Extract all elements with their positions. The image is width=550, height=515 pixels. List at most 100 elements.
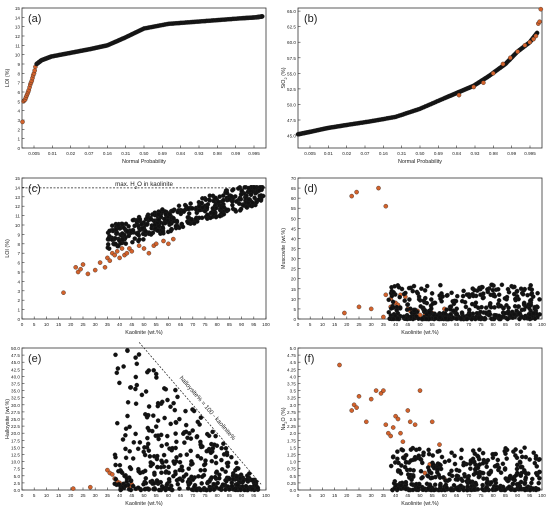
y-tick-label: 13 [15, 195, 21, 200]
data-point [529, 291, 534, 297]
data-point [198, 487, 204, 493]
data-point [150, 212, 155, 217]
x-tick-label: 0.84 [176, 151, 185, 156]
data-point [142, 468, 148, 474]
y-tick-label: 15 [291, 287, 297, 292]
data-point [529, 480, 534, 486]
data-point [468, 459, 474, 464]
data-point [403, 290, 408, 296]
y-tick-label: 12 [15, 204, 21, 209]
data-point [444, 485, 449, 490]
panel-label: (f) [304, 353, 314, 365]
data-point [412, 422, 418, 427]
data-point [123, 446, 128, 452]
y-tick-label: 52.5 [287, 87, 296, 92]
data-point [246, 185, 251, 191]
data-point [480, 482, 485, 488]
data-point [460, 293, 466, 299]
data-point [151, 368, 156, 373]
data-point [110, 472, 115, 477]
data-point [456, 92, 462, 98]
data-point [496, 298, 502, 303]
data-point [417, 388, 423, 393]
data-point [180, 468, 185, 473]
data-point [480, 486, 485, 492]
data-point [407, 467, 413, 473]
x-tick-label: 60 [166, 493, 172, 498]
data-point [123, 483, 128, 489]
y-axis-label: SiO2 (%) [281, 67, 288, 88]
data-point [255, 485, 261, 491]
y-tick-label: 2.0 [290, 431, 297, 436]
y-tick-label: 6 [17, 90, 20, 95]
data-point [234, 199, 239, 204]
data-point [184, 452, 190, 457]
data-point [206, 433, 212, 439]
data-point [523, 475, 529, 480]
y-tick-label: 10 [291, 297, 297, 302]
data-point [159, 458, 164, 463]
data-point [485, 457, 491, 463]
data-point [160, 225, 165, 230]
data-point [502, 448, 507, 454]
data-point [171, 400, 176, 406]
data-point [242, 487, 247, 493]
data-point [141, 482, 146, 487]
data-point [133, 401, 139, 406]
data-point [127, 449, 132, 454]
data-point [414, 313, 419, 319]
data-point [223, 446, 229, 451]
data-point [183, 422, 189, 428]
x-axis-label: Kaolinite (wt.%) [125, 501, 163, 507]
x-axis-label: Kaolinite (wt.%) [401, 501, 439, 507]
data-point [109, 223, 115, 228]
data-point [195, 419, 201, 425]
data-point [527, 457, 532, 462]
data-point [113, 352, 118, 358]
data-point [398, 430, 403, 436]
data-point [349, 408, 354, 413]
y-tick-label: 4.75 [287, 353, 296, 358]
y-tick-label: 25 [291, 267, 297, 272]
data-point [213, 460, 219, 466]
data-point [260, 14, 265, 19]
data-point [394, 308, 399, 313]
data-point [441, 475, 446, 480]
data-point [485, 287, 490, 292]
data-point [126, 224, 131, 229]
data-point [159, 443, 164, 449]
data-point [535, 290, 540, 296]
data-point [502, 296, 508, 301]
data-point [160, 207, 165, 212]
data-point [386, 297, 391, 303]
data-point [373, 388, 379, 393]
data-point [522, 43, 528, 48]
x-tick-label: 35 [105, 322, 111, 327]
data-point [113, 476, 119, 482]
data-point [125, 229, 130, 234]
x-tick-label: 5 [309, 322, 312, 327]
data-point [458, 316, 464, 321]
data-point [462, 299, 468, 305]
data-point [431, 487, 437, 493]
data-point [459, 476, 464, 482]
data-point [224, 478, 229, 484]
data-point [528, 302, 534, 308]
data-point [154, 375, 159, 380]
data-point [461, 462, 466, 468]
data-point [92, 267, 98, 273]
data-point [422, 288, 428, 293]
data-point [221, 197, 226, 203]
data-point [153, 241, 159, 247]
data-point [156, 487, 162, 493]
data-point [247, 471, 252, 476]
x-tick-label: 20 [68, 322, 74, 327]
x-tick-label: 45 [129, 322, 135, 327]
data-point [238, 486, 243, 492]
y-tick-label: 3.75 [287, 382, 296, 387]
data-point [498, 303, 504, 309]
x-tick-label: 75 [202, 493, 208, 498]
x-tick-label: 20 [68, 493, 74, 498]
data-point [155, 453, 160, 459]
data-point [464, 487, 470, 493]
